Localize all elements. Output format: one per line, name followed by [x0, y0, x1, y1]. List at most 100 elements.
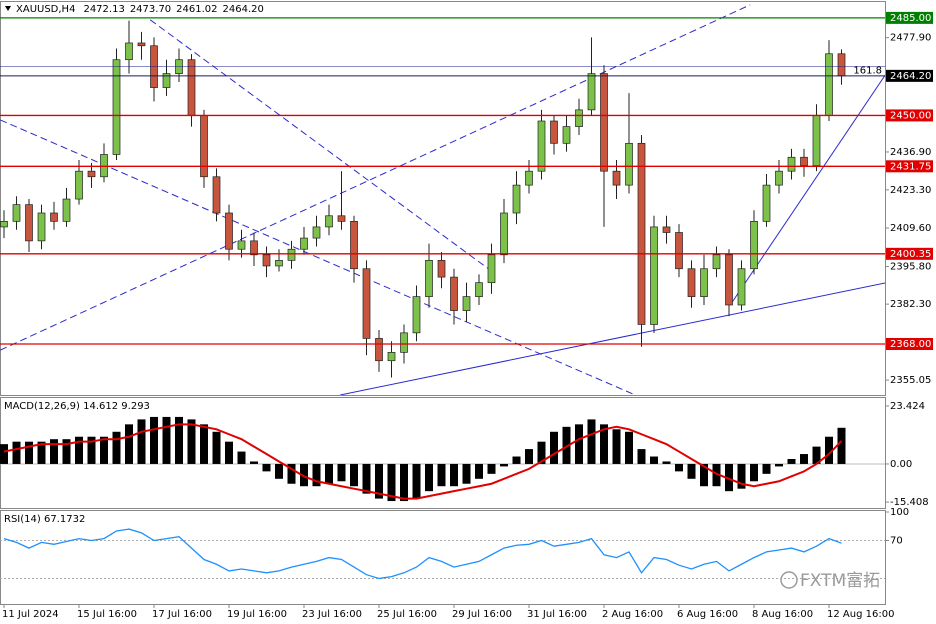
macd-bar — [150, 416, 158, 464]
macd-bar — [800, 454, 808, 464]
candle-body — [350, 221, 358, 270]
x-tick-label: 25 Jul 16:00 — [377, 609, 437, 620]
macd-bar — [312, 463, 321, 487]
macd-bar — [825, 436, 833, 464]
x-tick-label: 19 Jul 16:00 — [227, 609, 287, 620]
menu-triangle — [5, 6, 11, 11]
level-label-box — [886, 109, 933, 122]
macd-bar — [62, 439, 71, 464]
macd-bar — [537, 441, 546, 464]
candle-body — [100, 154, 108, 178]
macd-bar — [600, 424, 608, 464]
macd-bar — [37, 441, 46, 464]
rsi-pane — [0, 510, 886, 605]
candle-body — [537, 120, 546, 172]
macd-bar — [700, 463, 708, 487]
candle-body — [425, 260, 433, 297]
candle-body — [375, 338, 383, 362]
candle-body — [437, 260, 446, 278]
macd-bar — [612, 429, 621, 464]
candle-body — [400, 332, 408, 353]
y-tick-label: 2436.90 — [890, 147, 931, 158]
rsi-line — [3, 528, 842, 580]
macd-bar — [350, 463, 358, 487]
macd-bar — [87, 436, 96, 464]
x-tick-label: 8 Aug 16:00 — [752, 609, 813, 620]
macd-pane — [0, 397, 886, 509]
candle-body — [387, 352, 396, 362]
candle-body — [775, 170, 783, 186]
candle-body — [362, 268, 371, 339]
macd-bar — [237, 451, 246, 464]
candle-body — [62, 198, 71, 222]
candle-body — [462, 296, 471, 311]
candle-body — [337, 215, 346, 222]
macd-bar — [375, 463, 383, 499]
main-pane — [0, 1, 886, 396]
candle-body — [662, 226, 671, 233]
candle-body — [700, 268, 708, 297]
watermark: FXTM富拓 — [800, 571, 880, 591]
x-tick-label: 23 Jul 16:00 — [302, 609, 362, 620]
candle-body — [200, 115, 208, 178]
candle-body — [837, 53, 846, 77]
candle-body — [25, 204, 33, 242]
macd-bar — [462, 463, 471, 484]
candle-body — [575, 109, 583, 127]
candle-body — [762, 184, 771, 222]
candle-body — [500, 212, 508, 256]
macd-bar — [250, 461, 258, 464]
candle-body — [450, 276, 458, 311]
macd-bar — [837, 427, 846, 464]
macd-bar — [0, 444, 8, 464]
x-tick-label: 17 Jul 16:00 — [152, 609, 212, 620]
macd-bar — [512, 456, 521, 464]
macd-bar — [762, 463, 771, 474]
macd-bar — [812, 446, 821, 464]
macd-bar — [287, 463, 296, 484]
level-label: 2400.35 — [890, 249, 931, 260]
y-tick-label: 2423.30 — [890, 185, 931, 196]
macd-bar — [275, 463, 283, 479]
candle-body — [475, 282, 483, 297]
macd-bar — [737, 463, 746, 489]
macd-bar — [450, 463, 458, 487]
y-tick-label: 70 — [890, 536, 903, 547]
macd-bar — [787, 458, 796, 464]
macd-bar — [437, 463, 446, 487]
candle-body — [162, 73, 171, 88]
y-tick-label: 23.424 — [890, 401, 925, 412]
x-tick-label: 11 Jul 2024 — [2, 609, 59, 620]
ohlc-value: 2473.70 — [130, 4, 171, 15]
x-tick-label: 6 Aug 16:00 — [677, 609, 738, 620]
macd-bar — [475, 463, 483, 479]
macd-bar — [100, 436, 108, 464]
candle-body — [262, 254, 271, 267]
macd-bar — [775, 463, 783, 467]
candle-body — [825, 53, 833, 116]
candle-body — [112, 59, 121, 155]
candle-body — [625, 142, 633, 186]
macd-bar — [50, 439, 58, 464]
candle-body — [412, 296, 421, 334]
macd-bar — [137, 419, 146, 464]
candle-body — [0, 221, 8, 228]
candle-body — [487, 254, 496, 284]
candle-body — [687, 268, 696, 297]
y-tick-label: -15.408 — [890, 497, 929, 508]
y-tick-label: 100 — [890, 507, 909, 518]
candle-body — [812, 115, 821, 166]
macd-bar — [637, 449, 646, 464]
candle-body — [325, 215, 333, 228]
candle-body — [750, 221, 758, 270]
candle-body — [512, 184, 521, 214]
candle-body — [287, 248, 296, 261]
macd-bar — [200, 424, 208, 464]
macd-bar — [487, 463, 496, 474]
level-label: 2485.00 — [890, 13, 931, 24]
macd-bar — [550, 431, 558, 464]
candle-body — [562, 126, 571, 144]
macd-bar — [425, 463, 433, 492]
macd-bar — [562, 426, 571, 464]
macd-bar — [112, 431, 121, 464]
